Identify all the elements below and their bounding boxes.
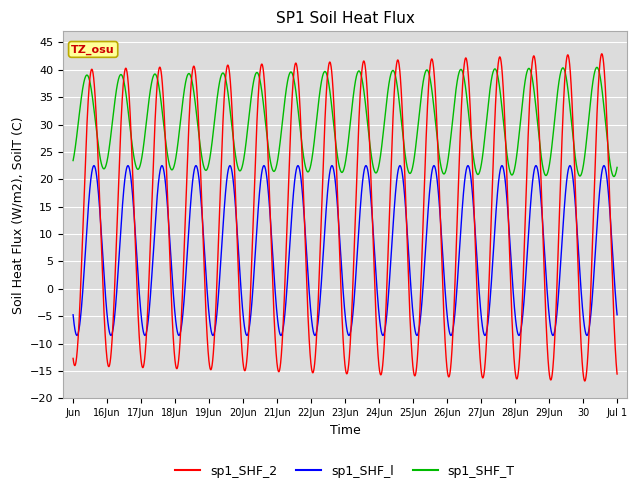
sp1_SHF_l <box>266 211 274 217</box>
sp1_SHF_T <box>502 138 509 144</box>
sp1_SHF_T <box>610 174 618 180</box>
sp1_SHF_T <box>391 71 399 77</box>
Line: sp1_SHF_T: sp1_SHF_T <box>73 67 617 177</box>
sp1_SHF_2 <box>472 276 480 281</box>
X-axis label: Time: Time <box>330 424 360 437</box>
Y-axis label: Soil Heat Flux (W/m2), SoilT (C): Soil Heat Flux (W/m2), SoilT (C) <box>11 116 24 313</box>
sp1_SHF_T <box>593 64 601 70</box>
sp1_SHF_2 <box>613 371 621 377</box>
sp1_SHF_l <box>69 312 77 318</box>
sp1_SHF_2 <box>391 78 399 84</box>
Legend: sp1_SHF_2, sp1_SHF_l, sp1_SHF_T: sp1_SHF_2, sp1_SHF_l, sp1_SHF_T <box>170 460 520 480</box>
sp1_SHF_l <box>415 328 422 334</box>
sp1_SHF_2 <box>581 378 589 384</box>
Line: sp1_SHF_l: sp1_SHF_l <box>73 166 617 336</box>
sp1_SHF_l <box>502 181 509 187</box>
sp1_SHF_T <box>613 165 621 170</box>
Title: SP1 Soil Heat Flux: SP1 Soil Heat Flux <box>276 11 415 26</box>
sp1_SHF_l <box>97 217 104 223</box>
sp1_SHF_l <box>473 249 481 254</box>
sp1_SHF_2 <box>266 208 274 214</box>
sp1_SHF_2 <box>598 51 605 57</box>
sp1_SHF_2 <box>97 219 104 225</box>
sp1_SHF_l <box>430 163 438 168</box>
sp1_SHF_T <box>69 157 77 163</box>
sp1_SHF_T <box>97 156 104 162</box>
Text: TZ_osu: TZ_osu <box>71 44 115 55</box>
sp1_SHF_l <box>613 312 621 318</box>
sp1_SHF_2 <box>502 133 509 139</box>
sp1_SHF_T <box>266 156 274 162</box>
sp1_SHF_l <box>391 196 399 202</box>
Line: sp1_SHF_2: sp1_SHF_2 <box>73 54 617 381</box>
sp1_SHF_T <box>415 116 422 122</box>
sp1_SHF_T <box>472 169 480 175</box>
sp1_SHF_2 <box>69 356 77 361</box>
sp1_SHF_2 <box>415 333 422 339</box>
sp1_SHF_l <box>447 333 455 338</box>
